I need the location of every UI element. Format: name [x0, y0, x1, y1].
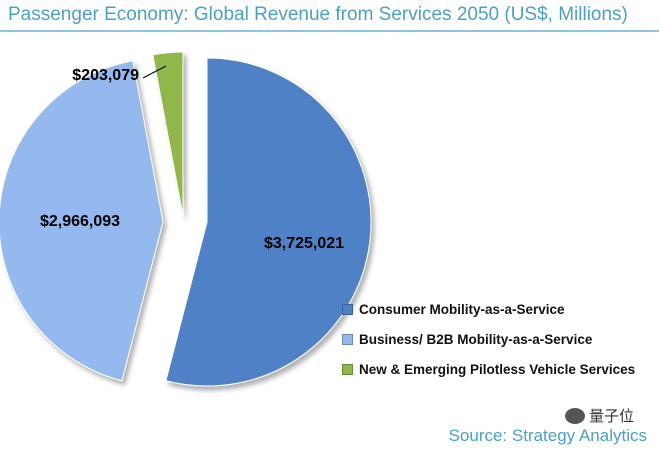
wechat-icon [565, 407, 585, 424]
legend: Consumer Mobility-as-a-Service Business/… [342, 294, 635, 384]
source-note: Source: Strategy Analytics [448, 426, 647, 445]
watermark-text: 量子位 [589, 407, 635, 425]
pie-slice-emerging [152, 51, 184, 217]
slice-label-consumer: $3,725,021 [264, 235, 344, 252]
legend-swatch [342, 363, 353, 375]
slice-label-emerging: $203,079 [72, 67, 139, 84]
legend-swatch [342, 333, 353, 345]
pie-slice-business [0, 60, 164, 382]
legend-item-emerging: New & Emerging Pilotless Vehicle Service… [342, 354, 635, 384]
legend-swatch [342, 303, 353, 315]
legend-label: Business/ B2B Mobility-as-a-Service [359, 331, 593, 347]
leader-line [142, 65, 167, 79]
title-divider [0, 30, 659, 32]
legend-item-business: Business/ B2B Mobility-as-a-Service [342, 324, 635, 354]
legend-label: Consumer Mobility-as-a-Service [359, 301, 565, 317]
legend-label: New & Emerging Pilotless Vehicle Service… [359, 361, 636, 377]
legend-item-consumer: Consumer Mobility-as-a-Service [342, 294, 635, 324]
watermark: 量子位 [565, 405, 634, 426]
slice-label-business: $2,966,093 [40, 213, 120, 230]
pie-slice-consumer [165, 57, 372, 387]
chart-title: Passenger Economy: Global Revenue from S… [8, 4, 628, 25]
